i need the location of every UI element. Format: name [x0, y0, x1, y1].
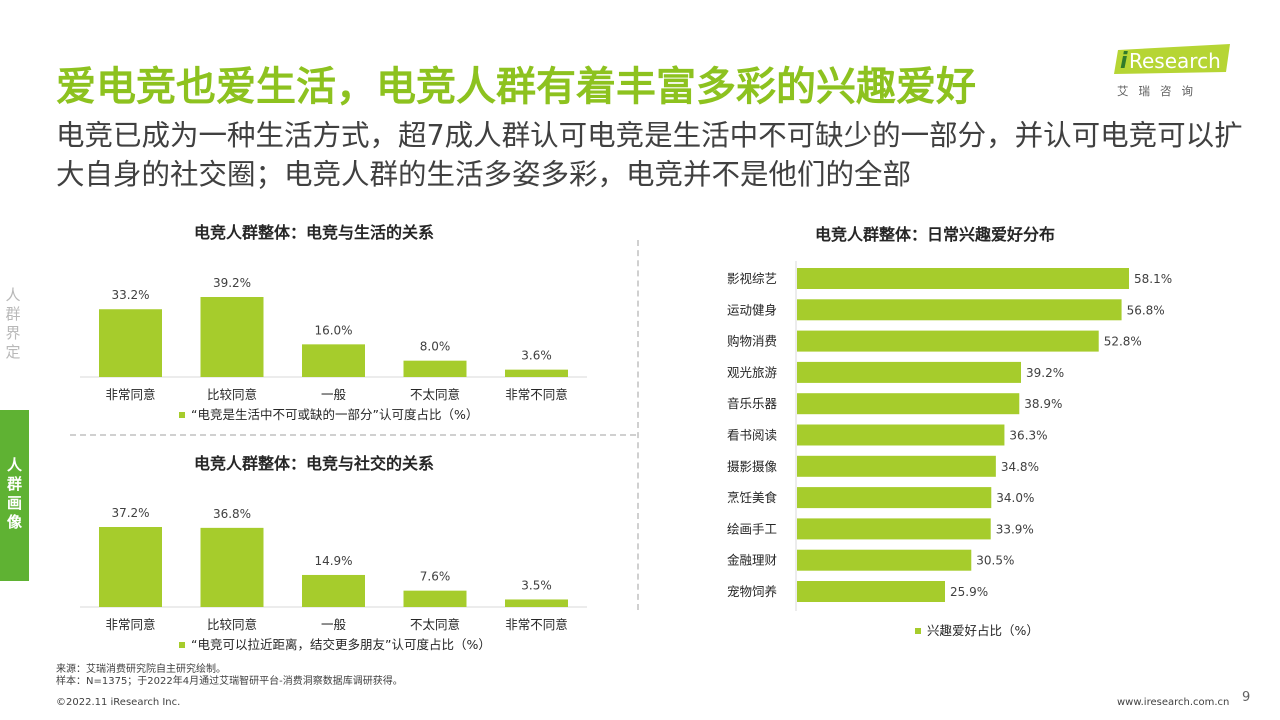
logo-research: Research [1129, 49, 1221, 73]
category-label-10: 宠物饲养 [727, 584, 777, 599]
chart-social-relation: 37.2% 非常同意 36.8% 比较同意 14.9% 一般 7.6% 不太同意 3.5% 非常不… [80, 506, 587, 652]
category-label-4: 非常不同意 [505, 387, 568, 402]
category-label-2: 一般 [321, 387, 347, 402]
bar-1 [200, 527, 264, 607]
value-label-4: 3.5% [521, 578, 552, 592]
category-label-2: 一般 [321, 617, 347, 632]
value-label-0: 37.2% [111, 506, 149, 520]
value-label-5: 36.3% [1009, 429, 1047, 443]
page-number: 9 [1242, 690, 1251, 705]
side-tab-portrait[interactable] [0, 410, 29, 581]
value-label-1: 39.2% [213, 276, 251, 290]
legend-label: “电竞是生活中不可或缺的一部分”认可度占比（%） [191, 407, 478, 422]
category-label-0: 非常同意 [105, 387, 155, 402]
bar-2 [302, 344, 365, 377]
category-label-6: 摄影摄像 [727, 459, 778, 474]
value-label-1: 56.8% [1127, 303, 1165, 317]
chart2-title: 电竞人群整体：电竞与社交的关系 [194, 454, 435, 473]
category-label-4: 非常不同意 [505, 617, 568, 632]
iresearch-logo: i Research [1112, 42, 1232, 98]
bar-3 [797, 361, 1021, 383]
copyright: ©2022.11 iResearch Inc. [56, 697, 181, 708]
bar-0 [797, 268, 1129, 289]
value-label-6: 34.8% [1001, 460, 1039, 474]
sample-note: 样本：N=1375；于2022年4月通过艾瑞智研平台-消费洞察数据库调研获得。 [56, 676, 403, 687]
value-label-2: 14.9% [314, 554, 352, 568]
category-label-9: 金融理财 [727, 553, 777, 568]
value-label-0: 58.1% [1134, 272, 1172, 286]
legend-swatch [179, 642, 185, 648]
logo-cn-text: 艾瑞咨询 [1117, 84, 1203, 98]
bar-4 [505, 369, 568, 377]
bar-9 [797, 549, 972, 571]
bar-4 [505, 599, 568, 607]
bar-8 [797, 518, 991, 540]
value-label-10: 25.9% [950, 585, 988, 599]
bar-2 [797, 330, 1099, 352]
side-tab-definition[interactable]: 人群界定 [5, 286, 21, 361]
legend-swatch [915, 628, 921, 634]
value-label-3: 7.6% [420, 570, 451, 584]
category-label-1: 运动健身 [727, 302, 777, 317]
horizontal-divider [70, 434, 636, 436]
value-label-7: 34.0% [996, 491, 1034, 505]
value-label-8: 33.9% [996, 522, 1034, 536]
value-label-3: 39.2% [1026, 366, 1064, 380]
category-label-4: 音乐乐器 [727, 396, 778, 411]
bar-5 [797, 424, 1005, 446]
bar-1 [200, 297, 264, 377]
category-label-1: 比较同意 [207, 617, 257, 632]
category-label-8: 绘画手工 [727, 521, 777, 536]
source-note: 来源：艾瑞消费研究院自主研究绘制。 [56, 664, 226, 675]
legend-label: “电竞可以拉近距离，结交更多朋友”认可度占比（%） [191, 637, 491, 652]
chart1-title: 电竞人群整体：电竞与生活的关系 [194, 223, 435, 242]
legend-label: 兴趣爱好占比（%） [927, 623, 1039, 638]
website-link[interactable]: www.iresearch.com.cn [1117, 697, 1230, 708]
value-label-3: 8.0% [420, 340, 451, 354]
category-label-3: 观光旅游 [727, 365, 778, 380]
logo-i: i [1120, 49, 1128, 74]
value-label-2: 52.8% [1104, 335, 1142, 349]
page-title: 爱电竞也爱生活，电竞人群有着丰富多彩的兴趣爱好 [56, 64, 976, 110]
category-label-1: 比较同意 [207, 387, 257, 402]
vertical-divider [637, 240, 639, 610]
category-label-3: 不太同意 [410, 387, 460, 402]
bar-4 [797, 393, 1020, 415]
page-subtitle: 电竞已成为一种生活方式，超7成人群认可电竞是生活中不可缺少的一部分，并认可电竞可… [56, 119, 1243, 191]
bar-0 [99, 309, 162, 377]
chart-life-relation: 33.2% 非常同意 39.2% 比较同意 16.0% 一般 8.0% 不太同意 3.6% 非常不… [80, 276, 587, 422]
legend-swatch [179, 412, 185, 418]
value-label-4: 3.6% [521, 349, 552, 363]
bar-6 [797, 455, 996, 477]
bar-10 [797, 581, 945, 602]
bar-0 [99, 527, 162, 607]
category-label-7: 烹饪美食 [727, 490, 778, 505]
bar-2 [302, 574, 365, 607]
chart-hobbies: 影视综艺 58.1% 运动健身 56.8% 购物消费 52.8% 观光旅游 39.2% 音乐乐器… [727, 261, 1172, 638]
footer-source: 来源：艾瑞消费研究院自主研究绘制。 样本：N=1375；于2022年4月通过艾瑞… [56, 664, 403, 688]
category-label-5: 看书阅读 [727, 428, 777, 443]
bar-3 [403, 590, 467, 607]
value-label-4: 38.9% [1024, 397, 1062, 411]
value-label-9: 30.5% [976, 554, 1014, 568]
category-label-0: 非常同意 [105, 617, 155, 632]
value-label-2: 16.0% [314, 323, 352, 337]
chart3-title: 电竞人群整体：日常兴趣爱好分布 [815, 225, 1056, 244]
category-label-0: 影视综艺 [727, 271, 777, 286]
logo-green-shape [1114, 44, 1230, 74]
side-tab-portrait-label: 人群画像 [6, 456, 22, 531]
value-label-0: 33.2% [111, 288, 149, 302]
bar-7 [797, 487, 992, 509]
category-label-3: 不太同意 [410, 617, 460, 632]
value-label-1: 36.8% [213, 507, 251, 521]
bar-1 [797, 299, 1122, 321]
category-label-2: 购物消费 [727, 334, 777, 349]
bar-3 [403, 360, 467, 377]
